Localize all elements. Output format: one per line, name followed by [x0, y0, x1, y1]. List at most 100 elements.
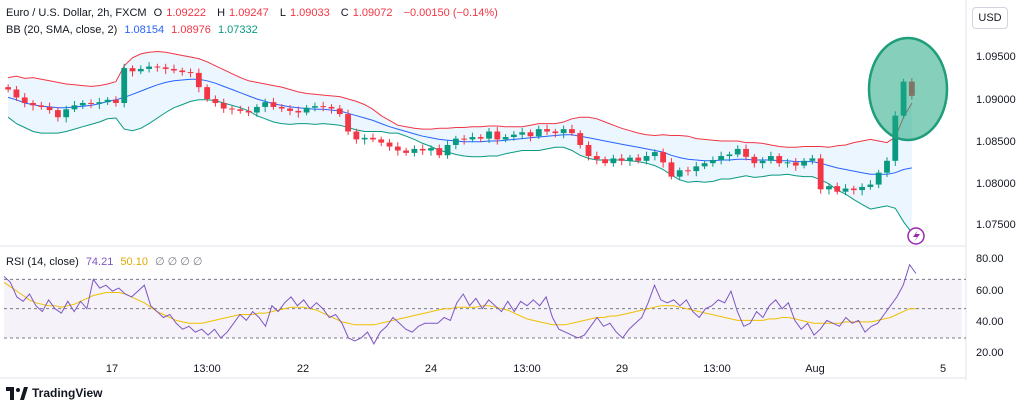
currency-button[interactable]: USD — [972, 7, 1008, 29]
candle-body — [212, 99, 219, 103]
candle-body — [187, 72, 194, 74]
rsi-line — [3, 263, 917, 345]
candle-body — [113, 99, 119, 103]
low-label: L — [279, 7, 286, 19]
time-tick: 5 — [939, 363, 947, 375]
event-bolt-icon — [913, 230, 920, 242]
bb-upper-line — [8, 50, 913, 148]
candle-body — [610, 158, 617, 164]
candle-body — [751, 156, 758, 164]
candle-body — [627, 157, 633, 161]
open-label: O — [153, 7, 163, 19]
tradingview-logo[interactable]: TradingView — [6, 386, 102, 400]
candle-body — [378, 139, 385, 143]
candle-body — [884, 160, 890, 173]
rsi-ma-value: 50.10 — [120, 256, 148, 268]
price-tick: 1.08000 — [976, 178, 1016, 190]
candle-body — [477, 137, 484, 139]
bb-lower-line — [7, 99, 913, 234]
candle-body — [162, 67, 169, 69]
candle-body — [792, 162, 799, 166]
high-value: 1.09247 — [229, 7, 269, 19]
candle-body — [13, 89, 20, 98]
brand-name: TradingView — [32, 386, 103, 400]
highlight-ellipse — [867, 36, 949, 142]
candle-body — [444, 144, 451, 156]
candle-body — [875, 172, 882, 185]
candle-body — [336, 108, 343, 115]
price-tick: 1.08500 — [976, 136, 1016, 148]
candle-body — [71, 105, 78, 110]
bb-basis-value: 1.08154 — [124, 24, 165, 36]
candle-body — [5, 87, 12, 90]
candle-body — [801, 160, 807, 166]
candle-body — [195, 72, 202, 88]
time-tick: 17 — [105, 363, 119, 375]
candle-body — [253, 106, 260, 113]
candle-body — [734, 148, 741, 155]
candle-body — [552, 131, 559, 134]
candle-body — [593, 156, 600, 160]
candle-body — [245, 110, 252, 113]
candle-body — [668, 162, 675, 177]
candle-body — [220, 102, 227, 109]
price-tick: 1.09500 — [976, 51, 1016, 63]
candle-body — [527, 132, 534, 137]
candle-body — [602, 159, 608, 164]
candle-body — [643, 156, 650, 161]
candle-body — [693, 166, 700, 172]
candle-body — [776, 156, 783, 164]
candle-body — [54, 110, 61, 118]
candle-body — [502, 137, 509, 140]
candle-body — [784, 162, 791, 164]
price-tick: 1.07500 — [976, 219, 1016, 231]
close-value: 1.09072 — [352, 7, 393, 19]
candle-body — [651, 152, 658, 157]
rsi-band — [4, 279, 962, 338]
price-tick: 1.09000 — [976, 94, 1016, 106]
candle-body — [510, 134, 517, 138]
candle-body — [436, 148, 443, 156]
candle-body — [21, 97, 28, 103]
candle-body — [486, 131, 492, 139]
candle-body — [859, 186, 866, 191]
candle-body — [618, 158, 625, 161]
candle-body — [137, 68, 144, 72]
candle-body — [585, 144, 592, 157]
rsi-tick: 60.00 — [976, 285, 1004, 297]
candle-body — [452, 138, 459, 145]
open-value: 1.09222 — [166, 7, 206, 19]
candle-body — [353, 131, 360, 140]
candle-body — [270, 102, 277, 107]
candle-body — [403, 150, 410, 153]
candle-body — [386, 142, 393, 147]
tradingview-logo-icon — [6, 386, 28, 400]
candle-body — [768, 156, 774, 161]
candle-body — [79, 102, 86, 106]
bb-upper-value: 1.08976 — [171, 24, 211, 36]
candle-body — [179, 70, 186, 73]
candle-body — [519, 132, 526, 135]
rsi-tick: 20.00 — [976, 347, 1004, 359]
time-tick: 13:00 — [703, 363, 731, 375]
time-tick: 13:00 — [193, 363, 221, 375]
time-tick: 22 — [296, 363, 310, 375]
candle-body — [635, 157, 642, 161]
candle-body — [104, 99, 111, 103]
bb-fill — [8, 51, 912, 233]
time-tick: 24 — [424, 363, 438, 375]
candle-body — [394, 146, 401, 151]
candle-body — [428, 148, 434, 151]
candle-body — [685, 170, 691, 172]
candle-body — [303, 107, 310, 113]
candle-body — [295, 110, 302, 113]
candle-body — [96, 102, 103, 104]
candle-body — [287, 108, 293, 111]
candle-body — [38, 105, 45, 107]
rsi-value: 74.21 — [85, 256, 114, 268]
candle-body — [46, 106, 53, 111]
candle-body — [229, 108, 235, 110]
candle-body — [726, 154, 733, 157]
bb-basis-line — [7, 78, 912, 175]
